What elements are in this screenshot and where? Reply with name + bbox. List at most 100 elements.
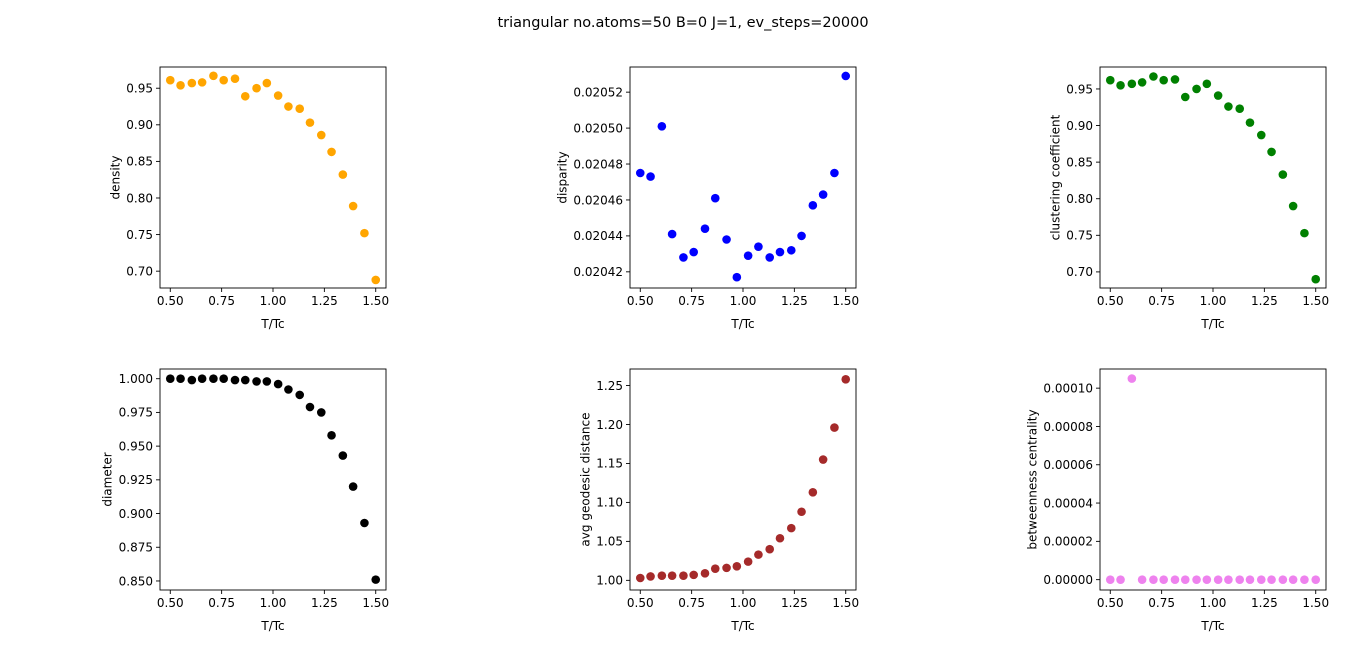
- data-point: [679, 253, 688, 262]
- data-point: [1278, 170, 1288, 179]
- y-tick-label: 0.70: [1066, 265, 1093, 279]
- x-tick-label: 1.50: [1302, 294, 1329, 308]
- y-tick-label: 0.80: [1066, 192, 1093, 206]
- x-tick-label: 1.00: [260, 596, 287, 610]
- data-point: [1202, 575, 1212, 584]
- data-point: [700, 569, 710, 578]
- y-tick-label: 0.90: [126, 118, 153, 132]
- data-point: [209, 71, 218, 81]
- y-tick-label: 1.000: [119, 372, 153, 386]
- x-tick-label: 1.00: [730, 294, 757, 308]
- x-tick-label: 0.75: [678, 294, 705, 308]
- x-tick-label: 1.00: [260, 294, 287, 308]
- subplot-1: 0.50 0.75 1.00 1.25 1.50 0.70 0.75 0.80 0.85 0.90…: [108, 66, 389, 331]
- data-point: [187, 375, 197, 385]
- y-tick-label: 1.15: [596, 457, 623, 471]
- data-point: [1256, 130, 1266, 140]
- data-point: [327, 431, 336, 440]
- axes-frame: [1099, 66, 1327, 289]
- data-point: [1224, 575, 1233, 584]
- y-tick-label: 0.02044: [573, 229, 623, 243]
- y-tick-label: 0.900: [119, 507, 153, 521]
- data-point: [1137, 575, 1147, 584]
- x-axis-label: T/Tc: [1200, 317, 1224, 331]
- data-point: [700, 224, 710, 234]
- axes-frame: [159, 368, 387, 591]
- x-tick-label: 1.25: [311, 294, 338, 308]
- data-point: [1116, 80, 1125, 90]
- data-point: [808, 201, 818, 210]
- axes-frame: [629, 66, 857, 289]
- data-point: [262, 377, 272, 386]
- data-point: [230, 74, 240, 84]
- data-point: [219, 75, 228, 85]
- data-point: [786, 523, 796, 533]
- data-point: [165, 374, 175, 384]
- data-point: [338, 170, 348, 179]
- data-point: [240, 91, 250, 101]
- data-point: [371, 275, 381, 285]
- data-point: [1159, 75, 1168, 85]
- data-point: [1311, 575, 1321, 584]
- data-point: [797, 507, 806, 517]
- y-tick-label: 1.20: [596, 418, 623, 432]
- x-tick-label: 0.75: [1148, 596, 1175, 610]
- y-axis-label: disparity: [555, 151, 569, 203]
- data-point: [187, 78, 197, 88]
- x-tick-label: 0.50: [627, 294, 654, 308]
- data-point: [754, 550, 763, 559]
- x-tick-label: 1.25: [1251, 294, 1278, 308]
- data-point: [1202, 79, 1212, 89]
- data-point: [1256, 575, 1266, 584]
- data-point: [710, 193, 720, 203]
- data-point: [808, 487, 818, 497]
- subplot-4: 0.50 0.75 1.00 1.25 1.50 0.850 0.875 0.900 0.925…: [101, 368, 389, 633]
- data-point: [284, 385, 293, 394]
- y-tick-label: 0.80: [126, 191, 153, 205]
- subplot-2: 0.50 0.75 1.00 1.25 1.50 0.02042 0.02044 0.0204…: [555, 66, 859, 331]
- data-point: [230, 375, 240, 385]
- data-point: [1288, 201, 1298, 211]
- data-point: [1180, 92, 1190, 102]
- data-point: [722, 563, 731, 573]
- data-point: [1105, 575, 1115, 584]
- y-tick-label: 0.925: [119, 473, 153, 487]
- data-point: [765, 544, 775, 554]
- y-tick-label: 0.02052: [573, 85, 623, 99]
- y-tick-label: 0.00002: [1043, 535, 1093, 549]
- data-point: [667, 571, 677, 580]
- data-point: [165, 75, 175, 85]
- data-point: [743, 251, 753, 260]
- y-tick-label: 0.85: [1066, 155, 1093, 169]
- x-tick-label: 1.50: [362, 294, 389, 308]
- y-axis-label: diameter: [101, 452, 115, 506]
- y-tick-label: 0.70: [126, 264, 153, 278]
- x-tick-label: 1.25: [781, 596, 808, 610]
- x-axis-label: T/Tc: [260, 317, 284, 331]
- y-axis-label: clustering coefficient: [1048, 114, 1062, 240]
- x-axis-label: T/Tc: [730, 317, 754, 331]
- data-point: [841, 71, 851, 81]
- data-point: [679, 571, 688, 580]
- data-point: [710, 564, 720, 573]
- x-tick-label: 1.00: [1200, 596, 1227, 610]
- data-point: [841, 374, 851, 384]
- x-tick-label: 1.25: [311, 596, 338, 610]
- data-point: [209, 374, 218, 384]
- data-point: [1105, 75, 1115, 85]
- y-tick-label: 0.75: [126, 228, 153, 242]
- data-point: [1311, 274, 1321, 284]
- data-point: [371, 575, 381, 584]
- x-tick-label: 0.50: [1097, 294, 1124, 308]
- data-point: [1127, 79, 1137, 89]
- subplot-grid: 0.50 0.75 1.00 1.25 1.50 0.70 0.75 0.80 0.85 0.90…: [101, 66, 1329, 633]
- data-point: [1192, 575, 1201, 584]
- axes-frame: [1099, 368, 1327, 591]
- data-point: [197, 78, 207, 87]
- data-point: [830, 168, 839, 178]
- x-axis-label: T/Tc: [730, 619, 754, 633]
- data-point: [1288, 575, 1298, 584]
- data-point: [830, 423, 839, 432]
- data-point: [657, 571, 667, 580]
- x-tick-label: 1.50: [832, 294, 859, 308]
